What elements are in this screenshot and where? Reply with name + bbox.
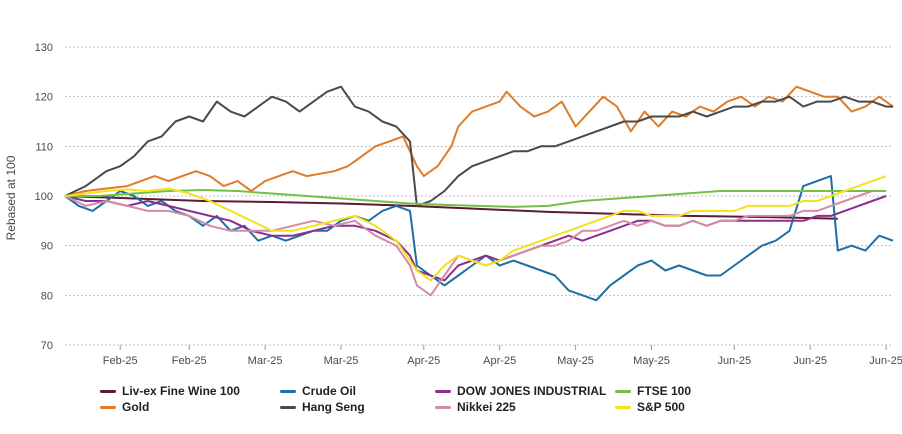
legend-label: S&P 500: [637, 400, 685, 414]
legend-swatch: [100, 405, 116, 409]
legend-label: Crude Oil: [302, 384, 357, 398]
y-tick-label: 110: [35, 141, 53, 153]
legend-item[interactable]: S&P 500: [615, 399, 685, 415]
series-line-gold[interactable]: [64, 85, 894, 197]
legend-swatch: [615, 405, 631, 409]
series-line-nikkei-225[interactable]: [64, 190, 887, 297]
y-tick-label: 80: [41, 290, 53, 302]
legend-item[interactable]: FTSE 100: [615, 383, 691, 399]
legend-item[interactable]: Hang Seng: [280, 399, 365, 415]
legend-item[interactable]: Crude Oil: [280, 383, 356, 399]
series-line-ftse-100[interactable]: [65, 189, 887, 208]
legend-item[interactable]: Gold: [100, 399, 149, 415]
legend-label: Gold: [122, 400, 150, 414]
x-tick-label: May-25: [633, 355, 670, 367]
legend-item[interactable]: Liv-ex Fine Wine 100: [100, 383, 240, 399]
legend-swatch: [435, 405, 451, 409]
x-tick-label: Jun-25: [717, 355, 751, 367]
legend-swatch: [280, 405, 296, 409]
series-line-hang-seng[interactable]: [64, 85, 893, 207]
legend-label: FTSE 100: [637, 384, 692, 398]
y-tick-label: 130: [35, 42, 53, 54]
x-tick-label: Jun-25: [869, 355, 902, 367]
legend-item[interactable]: DOW JONES INDUSTRIAL: [435, 383, 606, 399]
legend-label: DOW JONES INDUSTRIAL: [457, 384, 607, 398]
chart-legend[interactable]: Liv-ex Fine Wine 100 Crude Oil DOW JONES I…: [100, 383, 800, 427]
x-tick-label: May-25: [557, 355, 594, 367]
gridlines: [65, 46, 893, 346]
legend-item[interactable]: Nikkei 225: [435, 399, 516, 415]
y-tick-label: 70: [41, 340, 53, 352]
y-tick-label: 120: [35, 92, 53, 104]
x-tick-labels: Feb-25 Feb-25 Mar-25 Mar-25 Apr-25 Apr-25 May-…: [103, 345, 902, 367]
x-tick-label: Mar-25: [248, 355, 283, 367]
x-tick-label: Feb-25: [103, 355, 138, 367]
y-tick-labels: 70 80 90 100 110 120 130: [35, 42, 53, 352]
series-lines: [64, 85, 894, 302]
series-line-crude-oil[interactable]: [64, 175, 894, 302]
legend-label: Hang Seng: [302, 400, 365, 414]
legend-swatch: [280, 389, 296, 393]
x-tick-label: Apr-25: [407, 355, 440, 367]
legend-label: Liv-ex Fine Wine 100: [122, 384, 240, 398]
y-tick-label: 90: [41, 241, 53, 253]
x-tick-label: Apr-25: [483, 355, 516, 367]
x-tick-label: Feb-25: [172, 355, 207, 367]
legend-swatch: [615, 389, 631, 393]
x-tick-label: Mar-25: [324, 355, 359, 367]
y-tick-label: 100: [35, 191, 53, 203]
legend-swatch: [100, 389, 116, 393]
legend-swatch: [435, 389, 451, 393]
series-line-liv-ex-fine-wine-100[interactable]: [64, 195, 838, 220]
x-tick-label: Jun-25: [793, 355, 827, 367]
line-chart: 70 80 90 100 110 120 130 Feb-25 Feb-25 Mar-25 Mar…: [4, 42, 902, 367]
y-axis-title: Rebased at 100: [4, 155, 18, 240]
series-line-s-p-500[interactable]: [64, 175, 887, 282]
legend-label: Nikkei 225: [457, 400, 516, 414]
